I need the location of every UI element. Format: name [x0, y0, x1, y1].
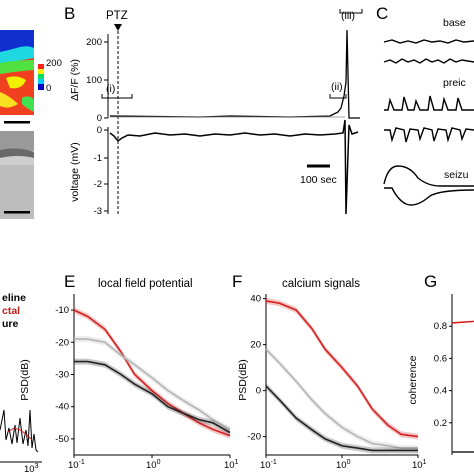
x-tick-label: 101 [412, 459, 427, 471]
y-tick-label: 40 [250, 294, 261, 305]
bracket-ii [329, 94, 347, 99]
legend-preictal: ctal [2, 305, 20, 317]
panel-a-images [0, 30, 34, 219]
chart-f-ylabel: PSD(dB) [237, 359, 249, 400]
label-seizure: seizu [444, 169, 469, 181]
chart-f-title: calcium signals [282, 278, 360, 290]
x-tick-label: 100 [146, 459, 161, 471]
chart-e-ylabel: PSD(dB) [19, 359, 31, 400]
series-1-line [265, 348, 418, 449]
chart-g-ylabel: coherence [407, 355, 419, 404]
panel-b-calcium-axis: 200 100 0 ΔF/F (%) [69, 34, 109, 124]
calcium-trace [109, 29, 360, 119]
dff-axis-label: ΔF/F (%) [69, 59, 81, 101]
series-1-band [74, 336, 230, 433]
volt-tick-2: -2 [94, 179, 102, 190]
colorbar-min: 0 [46, 83, 51, 94]
bracket-iii [339, 9, 363, 14]
series-0-line [451, 320, 474, 324]
panel-label-b: B [64, 4, 75, 23]
series-1-band [266, 346, 418, 452]
volt-tick-3: -3 [94, 206, 102, 217]
series-2-band [266, 383, 418, 454]
chart-g-plot: 0.8 0.6 0.4 0.2 [434, 294, 474, 455]
trace-baseline-calcium [383, 39, 474, 44]
trace-preictal-calcium [384, 95, 474, 111]
voltage-axis-label: voltage (mV) [69, 142, 81, 202]
series-1-line [74, 338, 231, 430]
time-scalebar-label: 100 sec [300, 174, 337, 186]
y-tick-label: 0.6 [434, 353, 447, 364]
panel-d: eline ctal ure 103 [0, 292, 42, 474]
y-tick-label: -30 [55, 370, 69, 381]
trace-seizure-lfp [384, 187, 474, 206]
ptz-marker-icon [114, 24, 122, 31]
series-2-band [74, 358, 230, 436]
trace-seizure-calcium [383, 165, 474, 187]
panel-b-voltage-axis: 0 -1 -2 -3 voltage (mV) [69, 125, 109, 217]
image-scalebar-2 [4, 211, 30, 214]
dff-tick-100: 100 [86, 75, 102, 86]
legend-baseline: eline [2, 292, 26, 304]
y-tick-label: 0.2 [434, 418, 447, 429]
panel-label-f: F [232, 272, 242, 291]
series-0-line [265, 300, 419, 438]
x-tick-label: 10-1 [68, 459, 85, 471]
chart-f-plot: 40 20 0 -20 10-1 100 101 [247, 294, 426, 471]
y-tick-label: 0.4 [434, 386, 447, 397]
x-tick-label: 101 [224, 459, 239, 471]
stage-i-label: (i) [106, 83, 115, 95]
panel-label-g: G [424, 272, 437, 291]
y-tick-label: 0.8 [434, 321, 447, 332]
panel-label-e: E [64, 272, 75, 291]
stage-iii-label: (iii) [341, 10, 355, 22]
y-tick-label: 0 [256, 386, 261, 397]
colorbar: 200 0 [38, 58, 62, 94]
colorbar-max: 200 [46, 58, 62, 69]
chart-e-title: local field potential [98, 278, 193, 290]
y-tick-label: -40 [55, 402, 69, 413]
trace-baseline-lfp [383, 58, 474, 64]
x-tick-label: 10-1 [260, 459, 277, 471]
x-tick-label: 100 [336, 459, 351, 471]
voltage-trace [109, 119, 359, 215]
series-2-line [74, 360, 231, 434]
y-tick-label: -20 [55, 337, 69, 348]
panel-d-xtick: 103 [24, 463, 39, 474]
dff-tick-200: 200 [86, 37, 102, 48]
dff-tick-0: 0 [97, 113, 102, 124]
bracket-i [101, 94, 133, 99]
y-tick-label: -10 [55, 305, 69, 316]
volt-tick-0: 0 [97, 125, 102, 136]
stage-ii-label: (ii) [331, 81, 343, 93]
series-0-line [73, 309, 231, 437]
y-tick-label: -20 [247, 432, 261, 443]
label-preictal: preic [443, 77, 466, 89]
y-tick-label: 20 [250, 340, 261, 351]
trace-preictal-lfp [384, 127, 474, 143]
ptz-label: PTZ [106, 10, 128, 22]
legend-seizure: ure [2, 318, 19, 330]
image-scalebar [4, 121, 30, 124]
label-baseline: base [443, 17, 466, 29]
y-tick-label: -50 [55, 434, 69, 445]
volt-tick-1: -1 [94, 153, 102, 164]
chart-e-plot: -10 -20 -30 -40 -50 10-1 100 101 [55, 294, 239, 471]
panel-label-c: C [376, 4, 388, 23]
series-2-line [265, 385, 418, 452]
